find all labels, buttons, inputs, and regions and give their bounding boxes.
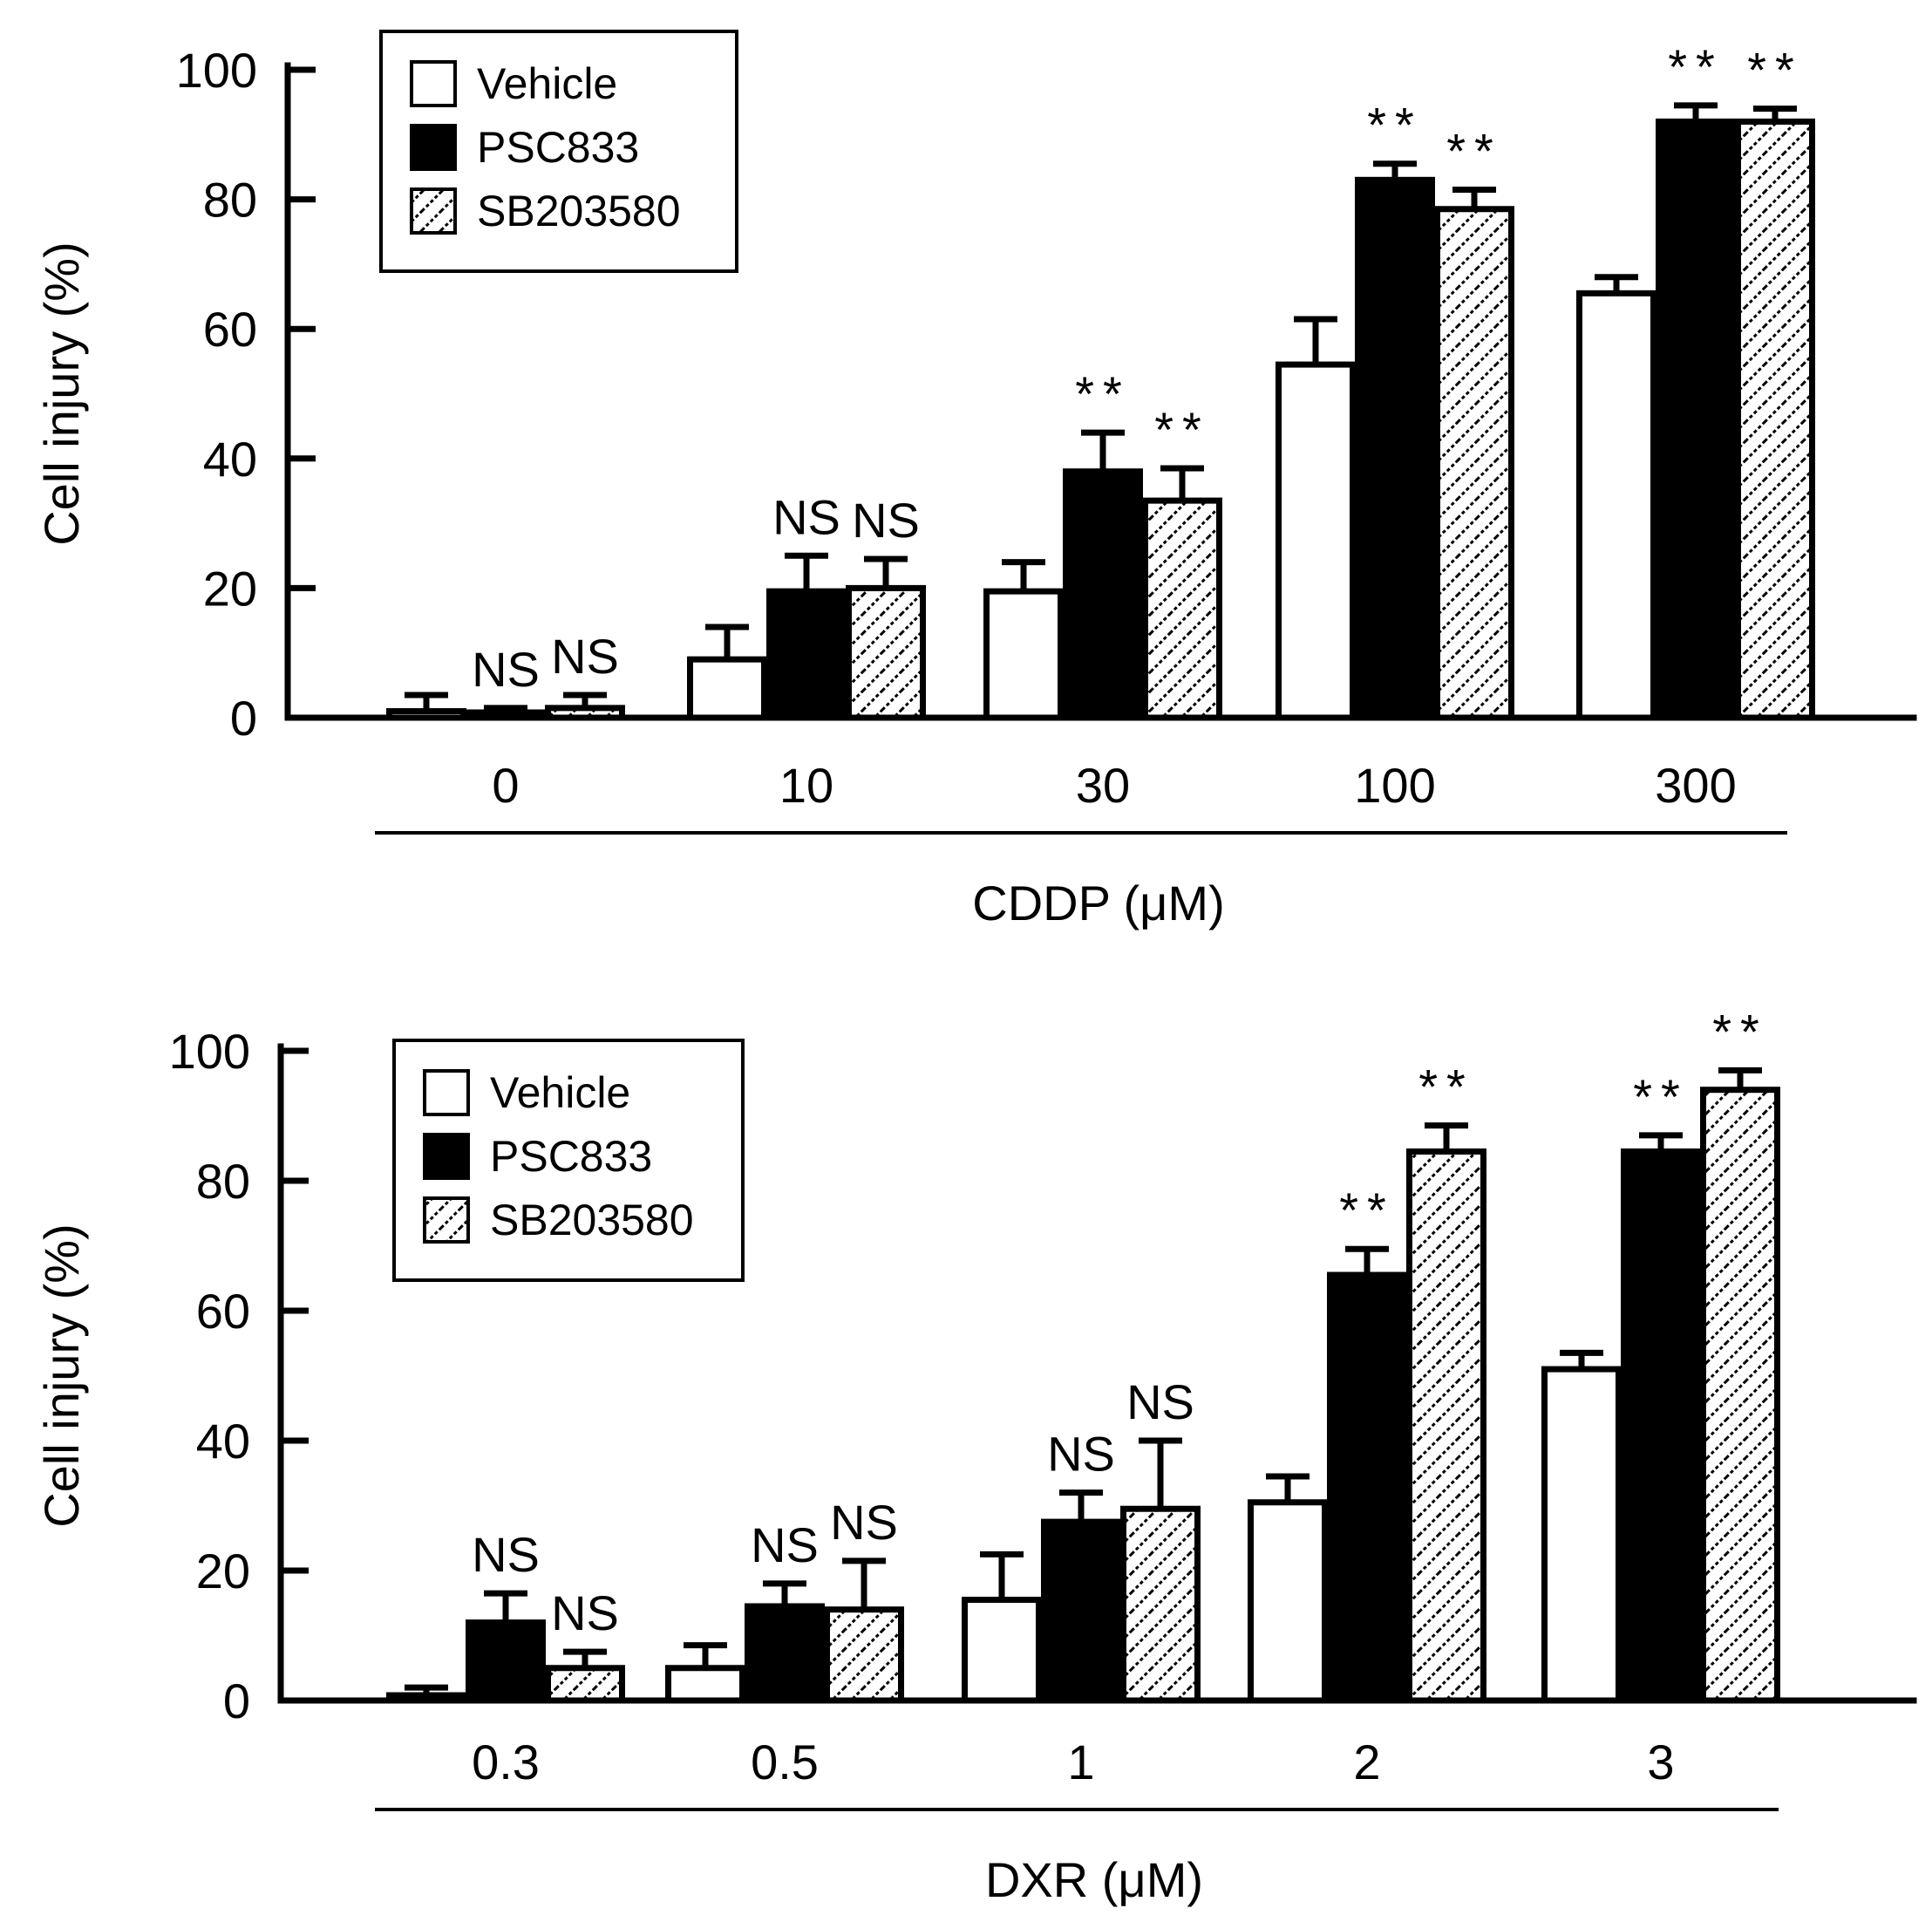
legend-label: SB203580: [490, 1196, 694, 1244]
bar-vehicle-0: [386, 708, 466, 721]
legend-swatch-vehicle: [423, 1069, 470, 1116]
significance-label: NS: [551, 629, 619, 684]
legend: Vehicle PSC833 SB203580: [379, 30, 738, 273]
y-tick-label: 60: [196, 1284, 250, 1339]
bar-psc833-300: [1656, 118, 1736, 721]
bar-vehicle-2: [1248, 1499, 1328, 1704]
bar-vehicle-300: [1576, 290, 1656, 721]
y-tick-label: 100: [169, 1024, 250, 1079]
x-tick-label: 30: [1076, 758, 1130, 813]
legend-swatch-psc833: [423, 1133, 470, 1180]
bar-psc833-3: [1621, 1148, 1701, 1704]
x-tick-label: 10: [779, 758, 833, 813]
significance-label: **: [1633, 1069, 1689, 1124]
significance-label: **: [1339, 1183, 1395, 1237]
bar-vehicle-0.5: [665, 1665, 745, 1704]
y-tick-label: 40: [203, 432, 257, 487]
bar-vehicle-100: [1276, 361, 1356, 721]
bar-sb203580-1: [1120, 1505, 1201, 1704]
x-axis-title: CDDP (μM): [972, 876, 1224, 930]
bar-sb203580-0: [545, 705, 625, 721]
bar-psc833-10: [766, 588, 847, 721]
bar-psc833-0.3: [466, 1619, 546, 1704]
legend-label: PSC833: [477, 123, 639, 172]
significance-label: NS: [472, 642, 540, 697]
y-axis-title: Cell injury (%): [34, 242, 89, 546]
x-tick-label: 0.5: [751, 1735, 819, 1789]
significance-label: **: [1075, 366, 1131, 421]
significance-label: NS: [551, 1585, 619, 1640]
x-tick-label: 3: [1647, 1735, 1674, 1789]
x-tick-label: 0: [492, 758, 519, 813]
x-tick-label: 300: [1655, 758, 1736, 813]
bar-vehicle-3: [1541, 1366, 1622, 1704]
x-tick-label: 100: [1354, 758, 1435, 813]
bar-sb203580-300: [1735, 118, 1815, 721]
significance-label: NS: [751, 1517, 819, 1572]
significance-label: **: [1446, 123, 1502, 178]
y-tick-label: 20: [196, 1544, 250, 1598]
legend: Vehicle PSC833 SB203580: [392, 1039, 745, 1282]
legend-swatch-sb203580: [410, 187, 457, 235]
y-tick-label: 80: [196, 1154, 250, 1209]
significance-label: NS: [472, 1527, 540, 1582]
y-tick-label: 0: [223, 1673, 250, 1728]
y-axis-title: Cell injury (%): [34, 1223, 89, 1528]
y-tick-label: 60: [203, 302, 257, 357]
significance-label: NS: [852, 493, 920, 548]
x-tick-label: 0.3: [472, 1735, 540, 1789]
significance-label: **: [1154, 402, 1210, 457]
bar-sb203580-10: [846, 584, 926, 721]
significance-label: **: [1367, 98, 1423, 153]
y-tick-label: 100: [176, 43, 257, 98]
significance-label: **: [1668, 39, 1724, 94]
y-tick-label: 20: [203, 561, 257, 616]
significance-label: **: [1418, 1060, 1474, 1114]
significance-label: NS: [772, 489, 840, 544]
bar-sb203580-100: [1434, 206, 1514, 721]
bar-sb203580-30: [1142, 497, 1222, 721]
significance-label: NS: [830, 1495, 898, 1550]
y-tick-label: 0: [230, 691, 257, 746]
legend-swatch-vehicle: [410, 60, 457, 107]
bar-sb203580-2: [1406, 1148, 1486, 1704]
bar-sb203580-3: [1700, 1087, 1780, 1704]
x-tick-label: 1: [1067, 1735, 1094, 1789]
bar-psc833-1: [1041, 1518, 1121, 1704]
legend-label: PSC833: [490, 1132, 652, 1181]
significance-label: **: [1747, 43, 1803, 98]
legend-label: Vehicle: [490, 1068, 630, 1117]
bar-psc833-2: [1327, 1271, 1407, 1704]
x-axis-title: DXR (μM): [985, 1852, 1203, 1907]
legend-swatch-psc833: [410, 124, 457, 171]
y-tick-label: 80: [203, 173, 257, 228]
bar-sb203580-0.3: [545, 1665, 625, 1704]
bar-psc833-100: [1355, 176, 1435, 721]
bar-sb203580-0.5: [824, 1606, 904, 1704]
significance-label: NS: [1047, 1427, 1115, 1482]
significance-label: **: [1712, 1004, 1768, 1059]
bar-psc833-30: [1063, 468, 1143, 721]
legend-label: Vehicle: [477, 59, 617, 108]
bar-vehicle-1: [962, 1597, 1042, 1704]
x-tick-label: 2: [1353, 1735, 1380, 1789]
bar-vehicle-30: [983, 588, 1064, 721]
legend-label: SB203580: [477, 187, 681, 235]
bar-vehicle-10: [687, 656, 767, 721]
bar-psc833-0: [466, 709, 546, 721]
y-tick-label: 40: [196, 1414, 250, 1469]
significance-label: NS: [1126, 1374, 1194, 1429]
bar-vehicle-0.3: [386, 1692, 466, 1704]
bar-psc833-0.5: [745, 1603, 825, 1704]
legend-swatch-sb203580: [423, 1196, 470, 1244]
